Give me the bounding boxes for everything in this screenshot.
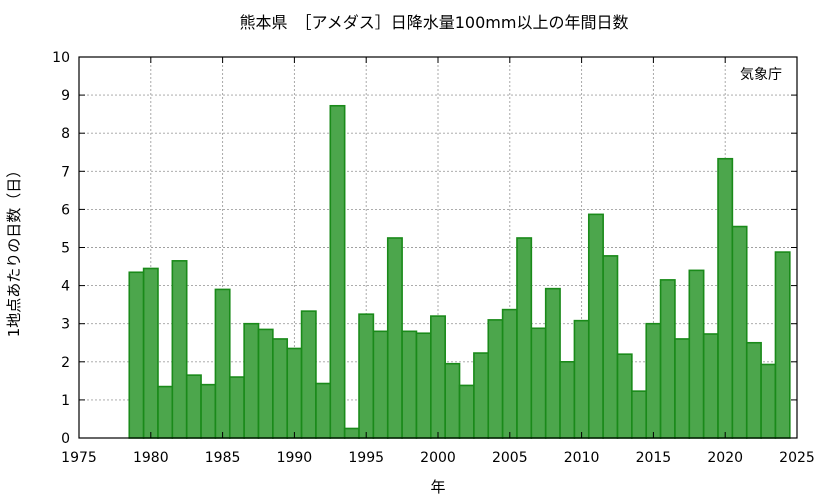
bar-2012 bbox=[602, 255, 619, 439]
bar-2002 bbox=[458, 384, 475, 439]
bar-1985 bbox=[214, 288, 231, 439]
bar-1991 bbox=[300, 310, 317, 439]
y-tick-label: 8 bbox=[61, 126, 70, 142]
bar-2019 bbox=[702, 333, 719, 439]
bar-1996 bbox=[372, 330, 389, 439]
y-tick-label: 4 bbox=[61, 279, 70, 295]
bar-1987 bbox=[243, 322, 260, 439]
bar-1983 bbox=[185, 374, 202, 439]
y-tick-label: 6 bbox=[61, 202, 70, 218]
bar-2018 bbox=[688, 269, 705, 439]
x-tick-label: 1990 bbox=[277, 450, 313, 466]
bar-1981 bbox=[157, 385, 174, 439]
bar-2003 bbox=[473, 352, 490, 439]
bar-2007 bbox=[530, 327, 547, 439]
bar-2000 bbox=[430, 315, 446, 439]
x-tick-label: 2000 bbox=[420, 450, 456, 466]
x-tick-label: 1985 bbox=[205, 450, 241, 466]
bar-1992 bbox=[315, 382, 332, 439]
bar-2015 bbox=[645, 322, 662, 439]
y-tick-labels: 0 1 2 3 4 5 6 7 8 9 10 bbox=[52, 50, 70, 447]
bar-1988 bbox=[257, 328, 274, 439]
bar-2001 bbox=[444, 362, 461, 439]
x-tick-label: 1980 bbox=[133, 450, 169, 466]
source-label: 気象庁 bbox=[740, 67, 782, 83]
bar-2023 bbox=[760, 363, 777, 439]
bar-1986 bbox=[228, 376, 245, 439]
x-tick-label: 2015 bbox=[636, 450, 672, 466]
bar-2020 bbox=[717, 157, 734, 439]
bar-2021 bbox=[731, 225, 748, 439]
bar-2004 bbox=[487, 319, 504, 439]
axis-ticks bbox=[78, 56, 798, 439]
y-tick-label: 0 bbox=[61, 431, 70, 447]
bar-2008 bbox=[544, 287, 561, 439]
bar-1982 bbox=[171, 260, 188, 439]
bars bbox=[128, 104, 791, 439]
bar-2022 bbox=[745, 341, 762, 439]
x-tick-label: 2020 bbox=[707, 450, 743, 466]
x-tick-label: 2005 bbox=[492, 450, 528, 466]
bar-2024 bbox=[774, 251, 791, 439]
bar-1990 bbox=[286, 347, 303, 439]
bar-2010 bbox=[573, 319, 590, 439]
chart-title: 熊本県 ［アメダス］日降水量100mm以上の年間日数 bbox=[240, 13, 629, 32]
bar-1994 bbox=[343, 427, 360, 439]
y-tick-label: 10 bbox=[52, 50, 70, 66]
bar-1998 bbox=[401, 330, 418, 439]
x-tick-label: 2010 bbox=[564, 450, 600, 466]
x-tick-label: 1995 bbox=[348, 450, 384, 466]
x-tick-label: 1975 bbox=[61, 450, 97, 466]
x-tick-labels: 1975 1980 1985 1990 1995 2000 2005 2010 2015 2020… bbox=[61, 450, 815, 466]
y-tick-label: 2 bbox=[61, 355, 70, 371]
bar-2011 bbox=[587, 213, 604, 439]
x-tick-label: 2025 bbox=[779, 450, 815, 466]
bar-2006 bbox=[516, 237, 533, 439]
bar-1980 bbox=[142, 267, 159, 439]
x-axis-title: 年 bbox=[430, 478, 445, 496]
bar-2014 bbox=[631, 390, 648, 439]
bar-2016 bbox=[659, 279, 676, 439]
y-tick-label: 1 bbox=[61, 393, 70, 409]
bar-1993 bbox=[329, 104, 346, 439]
bar-1979 bbox=[128, 271, 145, 439]
bar-2017 bbox=[674, 338, 691, 439]
y-axis-title: 1地点あたりの日数（日） bbox=[5, 163, 23, 338]
bar-1995 bbox=[358, 313, 375, 439]
bar-1997 bbox=[386, 237, 403, 439]
bar-2009 bbox=[559, 360, 576, 439]
bar-2005 bbox=[501, 308, 518, 439]
bar-1989 bbox=[272, 338, 289, 439]
bar-1984 bbox=[200, 383, 217, 439]
y-tick-label: 7 bbox=[61, 164, 70, 180]
y-tick-label: 5 bbox=[61, 241, 70, 257]
bar-1999 bbox=[415, 332, 432, 439]
y-tick-label: 3 bbox=[61, 317, 70, 333]
bar-2013 bbox=[616, 353, 633, 439]
y-tick-label: 9 bbox=[61, 88, 70, 104]
